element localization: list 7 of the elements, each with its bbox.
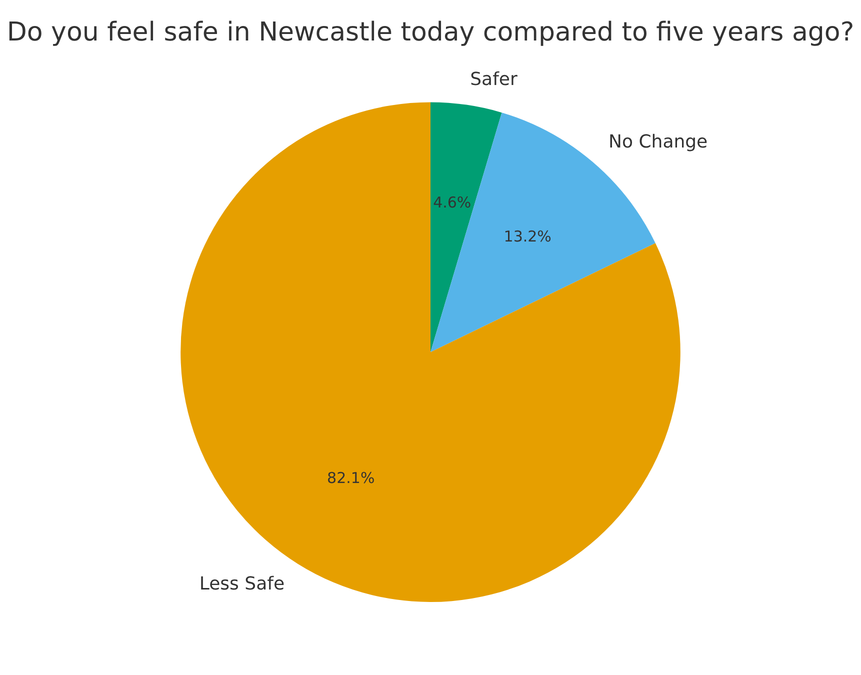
slice-label: No Change xyxy=(608,131,708,152)
data-label: 82.1% xyxy=(327,469,375,488)
slice-label: Safer xyxy=(470,68,518,90)
chart-title: Do you feel safe in Newcastle today compared to five years ago? xyxy=(6,17,854,48)
slice-label: Less Safe xyxy=(199,574,285,595)
data-label: 13.2% xyxy=(504,228,552,246)
data-label: 4.6% xyxy=(433,194,472,212)
